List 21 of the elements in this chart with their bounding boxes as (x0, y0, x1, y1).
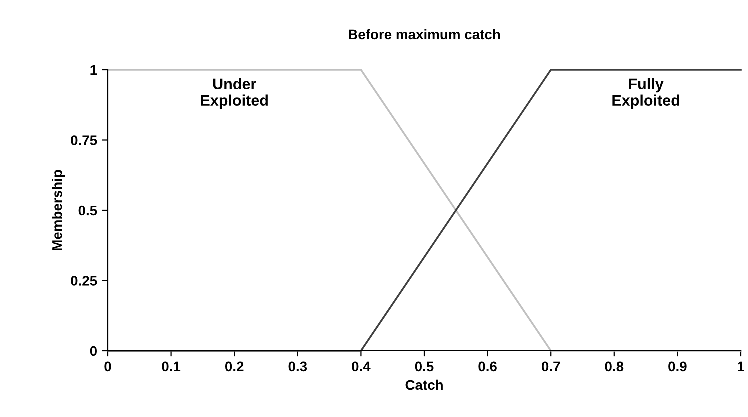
x-tick-label: 0.9 (668, 362, 687, 372)
x-tick-label: 0.6 (478, 362, 497, 372)
y-tick-label: 1 (90, 65, 98, 76)
x-tick-label: 0.2 (225, 362, 244, 372)
x-tick-label: 0 (104, 362, 112, 372)
x-tick-label: 0.3 (288, 362, 308, 372)
x-tick-label: 0.5 (415, 362, 434, 372)
x-tick-label: 1 (738, 362, 744, 372)
x-tick-label: 0.8 (605, 362, 624, 372)
x-tick-label: 0.7 (542, 362, 560, 372)
x-tick-label: 0.4 (352, 362, 371, 372)
chart-title: Before maximum catch (349, 29, 500, 40)
series-label: Fully Exploited (612, 78, 680, 110)
y-tick-label: 0.75 (71, 136, 98, 146)
y-tick-label: 0.5 (78, 206, 98, 216)
y-axis-title: Membership (52, 170, 65, 250)
x-tick-label: 0.1 (162, 362, 181, 372)
x-axis-title: Catch (406, 380, 443, 390)
y-tick-label: 0 (90, 346, 98, 356)
series-label: Under Exploited (201, 78, 268, 110)
y-tick-label: 0.25 (71, 276, 98, 286)
